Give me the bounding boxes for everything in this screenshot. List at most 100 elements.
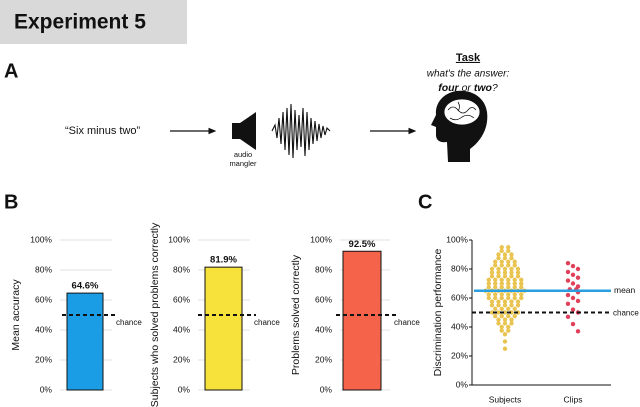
data-point (570, 281, 576, 286)
data-point (499, 324, 504, 330)
data-point (509, 266, 514, 272)
data-point (489, 270, 495, 275)
data-point (515, 274, 521, 279)
data-point (515, 266, 521, 272)
y-axis-label: Subjects who solved problems correctly (149, 222, 161, 407)
y-tick-label: 20% (35, 354, 52, 364)
chance-label: chance (394, 318, 420, 327)
data-point (506, 281, 511, 286)
data-point (512, 259, 517, 264)
data-point (506, 245, 511, 250)
data-point (499, 306, 504, 312)
panel-label: A (4, 60, 18, 82)
y-tick-label: 0% (178, 384, 191, 394)
data-point (486, 281, 491, 286)
data-point (496, 270, 501, 275)
data-point (509, 270, 514, 275)
data-point (493, 292, 498, 297)
data-point (489, 310, 495, 315)
y-axis-label: Mean accuracy (10, 279, 22, 351)
y-tick-label: 40% (451, 321, 468, 331)
y-tick-label: 100% (446, 234, 468, 244)
data-point (570, 263, 576, 269)
data-point (502, 266, 508, 272)
x-tick-label: Clips (564, 394, 583, 404)
data-point (496, 299, 501, 304)
data-point (502, 252, 508, 257)
data-point (502, 310, 508, 315)
data-point (489, 303, 495, 308)
data-point (489, 299, 495, 304)
data-point (493, 281, 498, 286)
data-point (565, 301, 571, 306)
data-point (506, 295, 511, 301)
y-tick-label: 0% (456, 379, 469, 389)
y-tick-label: 20% (315, 354, 332, 364)
data-point (493, 295, 498, 301)
header-title: Experiment 5 (14, 11, 146, 34)
chance-label: chance (613, 309, 639, 318)
data-point (506, 277, 511, 283)
y-tick-label: 40% (173, 324, 190, 334)
data-point (496, 317, 501, 322)
data-point (509, 317, 514, 322)
data-point (493, 313, 498, 319)
data-point (499, 281, 504, 286)
data-point (519, 281, 524, 286)
speaker-label: audio mangler (229, 150, 257, 168)
panel-label: C (418, 191, 432, 213)
data-point (570, 307, 576, 312)
phrase: “Six minus two” (65, 125, 141, 137)
data-point (575, 275, 581, 280)
data-point (496, 266, 501, 272)
y-axis-label: Problems solved correctly (290, 254, 302, 375)
data-point (493, 263, 498, 268)
task-question: what's the answer: (427, 69, 510, 80)
option: two (474, 82, 493, 94)
data-point (506, 259, 511, 264)
data-point (506, 328, 511, 333)
data-point (499, 245, 504, 250)
data-point (512, 306, 517, 312)
connector: or (462, 82, 472, 94)
data-point (570, 272, 576, 277)
data-point (499, 263, 504, 268)
data-point (509, 310, 514, 315)
y-tick-label: 80% (315, 264, 332, 274)
data-point (499, 292, 504, 297)
data-point (519, 277, 524, 283)
bar (66, 292, 104, 391)
data-point (502, 339, 508, 344)
y-tick-label: 80% (451, 263, 468, 273)
data-point (512, 263, 517, 268)
data-point (565, 269, 571, 275)
data-point (565, 261, 571, 266)
y-tick-label: 100% (168, 234, 190, 244)
data-point (499, 313, 504, 319)
data-point (486, 295, 491, 301)
y-tick-label: 100% (310, 234, 332, 244)
header-box (0, 0, 187, 44)
y-tick-label: 40% (315, 324, 332, 334)
bar (342, 250, 382, 391)
data-point (512, 281, 517, 286)
y-tick-label: 60% (451, 292, 468, 302)
y-tick-label: 80% (173, 264, 190, 274)
data-point (502, 317, 508, 322)
data-point (570, 321, 576, 327)
data-point (565, 292, 571, 298)
data-point (496, 303, 501, 308)
data-point (515, 270, 521, 275)
panel-label: B (4, 191, 18, 213)
y-tick-label: 60% (315, 294, 332, 304)
data-point (499, 295, 504, 301)
y-tick-label: 20% (451, 350, 468, 360)
data-point (509, 255, 514, 261)
data-point (502, 255, 508, 261)
waveform (271, 103, 331, 159)
data-point (509, 299, 514, 304)
data-point (506, 313, 511, 319)
task-options: four or two? (438, 82, 498, 94)
